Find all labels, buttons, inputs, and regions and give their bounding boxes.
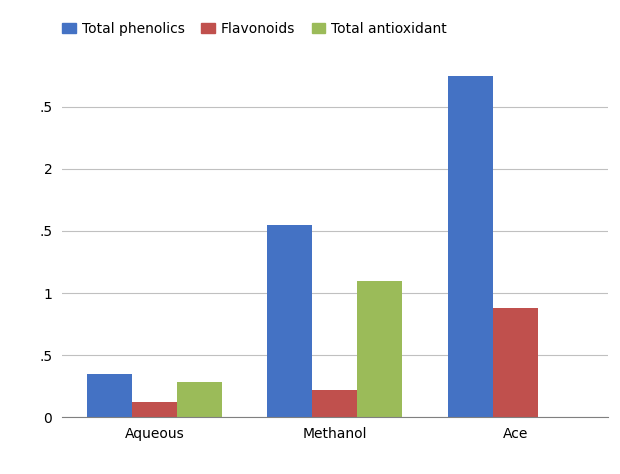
Bar <box>312 390 357 417</box>
Bar <box>177 383 222 417</box>
Bar <box>267 225 312 417</box>
Bar <box>448 64 493 417</box>
Legend: Total phenolics, Flavonoids, Total antioxidant : Total phenolics, Flavonoids, Total antio… <box>56 17 457 42</box>
Bar <box>357 281 402 417</box>
Bar <box>87 374 132 417</box>
Bar <box>132 402 177 417</box>
Bar <box>493 308 538 417</box>
